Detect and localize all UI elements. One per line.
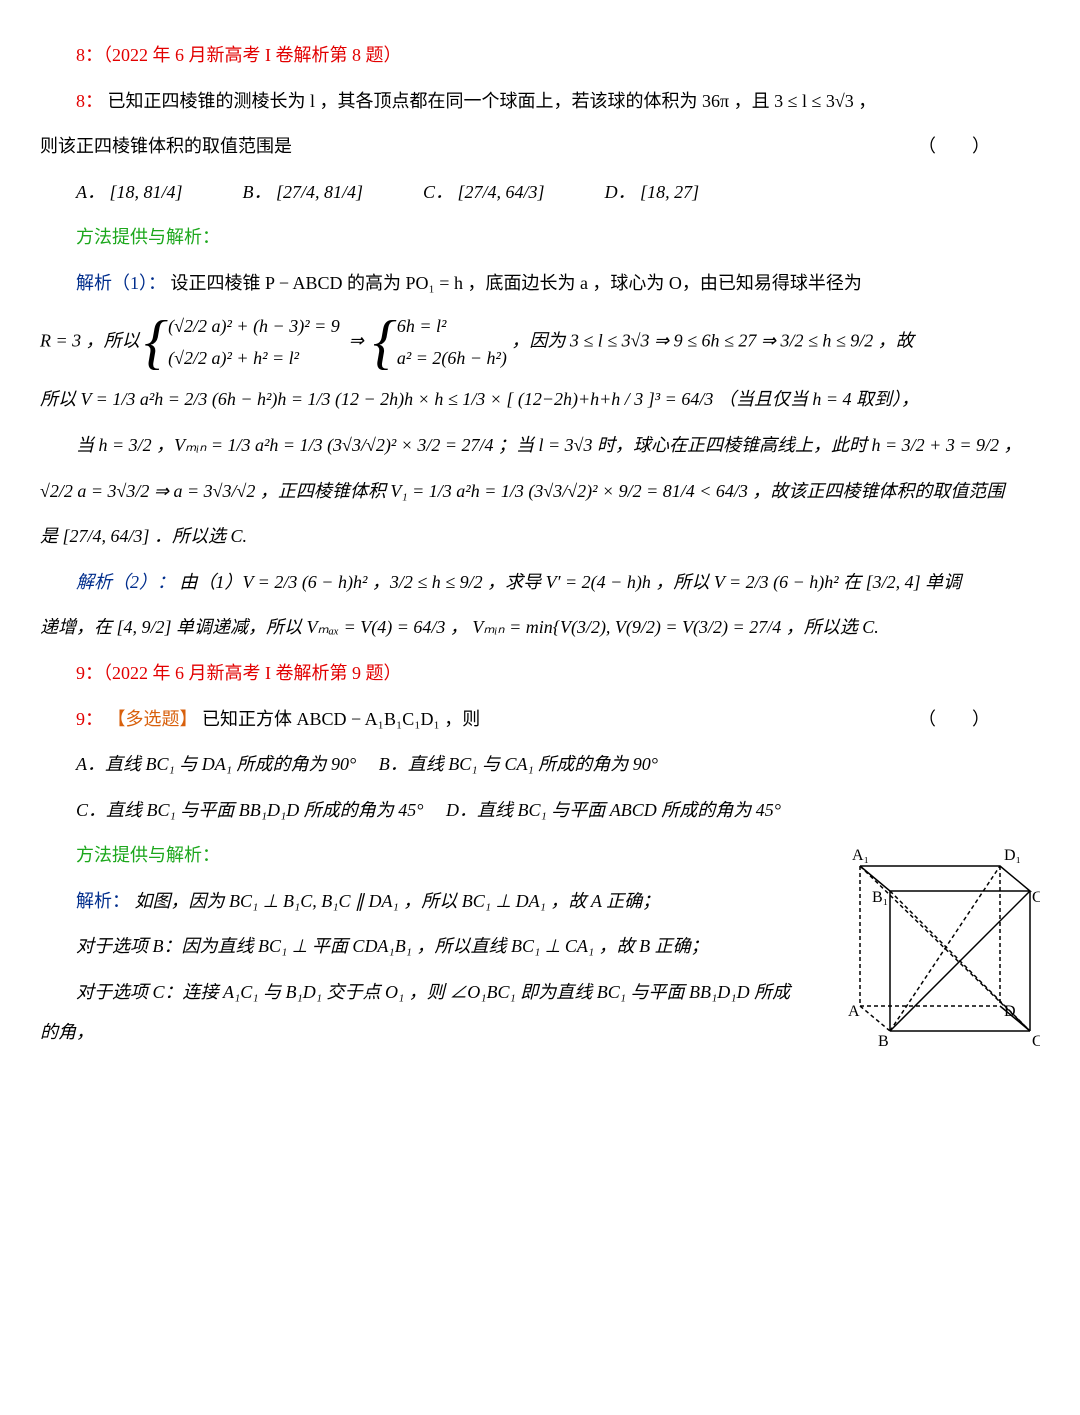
q8-sol1-label: 解析（1）： <box>76 273 166 293</box>
cube-diagram: A₁ D₁ B₁ C₁ A D B C <box>810 836 1040 1056</box>
q9-sol-label: 解析： <box>76 891 130 911</box>
label-b: B <box>878 1033 889 1050</box>
q9-header: 9：（2022 年 6 月新高考 I 卷解析第 9 题） <box>76 663 402 683</box>
sys1-row1: (√2/2 a)² + (h − 3)² = 9 <box>168 310 340 342</box>
sys2-row2: a² = 2(6h − h²) <box>397 342 507 374</box>
q9-number: 9： <box>76 709 103 729</box>
q8-header: 8：（2022 年 6 月新高考 I 卷解析第 8 题） <box>76 45 402 65</box>
answer-blank: （ ） <box>882 700 1040 740</box>
q8-sol1-text: 设正四棱锥 P − ABCD 的高为 PO₁ = h ，底面边长为 a ，球心为… <box>171 273 862 293</box>
q8-sol2-line2: 递增，在 [4, 9/2] 单调递减，所以 Vₘₐₓ = V(4) = 64/3… <box>40 608 1040 648</box>
label-c: C <box>1032 1033 1040 1050</box>
q9-option-a: A．直线 BC₁ 与 DA₁ 所成的角为 90° <box>76 754 356 774</box>
label-d: D <box>1004 1003 1016 1020</box>
q8-sol1-line3: 当 h = 3/2 ，Vₘᵢₙ = 1/3 a²h = 1/3 (3√3/√2)… <box>40 426 1040 466</box>
q8-options: A． [18, 81/4] B． [27/4, 81/4] C． [27/4, … <box>40 173 1040 213</box>
label-c1: C₁ <box>1032 889 1040 906</box>
q8-eq-pre: R = 3 ，所以 <box>40 330 140 350</box>
q8-option-c: C． [27/4, 64/3] <box>423 173 545 213</box>
q9-sol-l1: 如图，因为 BC₁ ⊥ B₁C, B₁C ∥ DA₁ ，所以 BC₁ ⊥ DA₁… <box>135 891 661 911</box>
q9-option-d: D．直线 BC₁ 与平面 ABCD 所成的角为 45° <box>446 800 781 820</box>
q8-sol1-line5: 是 [27/4, 64/3] ．所以选 C. <box>40 517 1040 557</box>
label-d1: D₁ <box>1004 847 1021 864</box>
q9-option-b: B．直线 BC₁ 与 CA₁ 所成的角为 90° <box>379 754 658 774</box>
q8-method-label: 方法提供与解析： <box>76 227 220 247</box>
q8-option-b: B． [27/4, 81/4] <box>243 173 364 213</box>
q9-method-label: 方法提供与解析： <box>76 845 220 865</box>
q8-stem-part1: 已知正四棱锥的测棱长为 l ，其各顶点都在同一个球面上，若该球的体积为 36π … <box>108 91 877 111</box>
q9-tag: 【多选题】 <box>108 709 198 729</box>
q9-option-c: C．直线 BC₁ 与平面 BB₁D₁D 所成的角为 45° <box>76 800 423 820</box>
q8-sol1-system: R = 3 ，所以 { (√2/2 a)² + (h − 3)² = 9 (√2… <box>40 310 1040 375</box>
label-a1: A₁ <box>852 847 869 864</box>
q8-sol1-line2: 所以 V = 1/3 a²h = 2/3 (6h − h²)h = 1/3 (1… <box>40 380 1040 420</box>
q8-sol2-label: 解析（2）： <box>76 572 175 592</box>
q8-sol2-line1: 由（1）V = 2/3 (6 − h)h² ，3/2 ≤ h ≤ 9/2 ，求导… <box>180 572 962 592</box>
label-b1: B₁ <box>872 889 888 906</box>
q8-option-a: A． [18, 81/4] <box>76 173 183 213</box>
label-a: A <box>848 1003 860 1020</box>
sys1-row2: (√2/2 a)² + h² = l² <box>168 342 340 374</box>
q8-stem-part2: 则该正四棱锥体积的取值范围是 <box>40 136 292 156</box>
q8-number: 8： <box>76 91 103 111</box>
answer-blank: （ ） <box>918 127 1040 167</box>
q8-option-d: D． [18, 27] <box>605 173 700 213</box>
q8-sol1-line4: √2/2 a = 3√3/2 ⇒ a = 3√3/√2 ，正四棱锥体积 V₁ =… <box>40 472 1040 512</box>
q9-stem: 已知正方体 ABCD − A₁B₁C₁D₁ ，则 <box>202 709 480 729</box>
sys2-row1: 6h = l² <box>397 310 507 342</box>
q8-sol1-tail: ，因为 3 ≤ l ≤ 3√3 ⇒ 9 ≤ 6h ≤ 27 ⇒ 3/2 ≤ h … <box>511 330 913 350</box>
